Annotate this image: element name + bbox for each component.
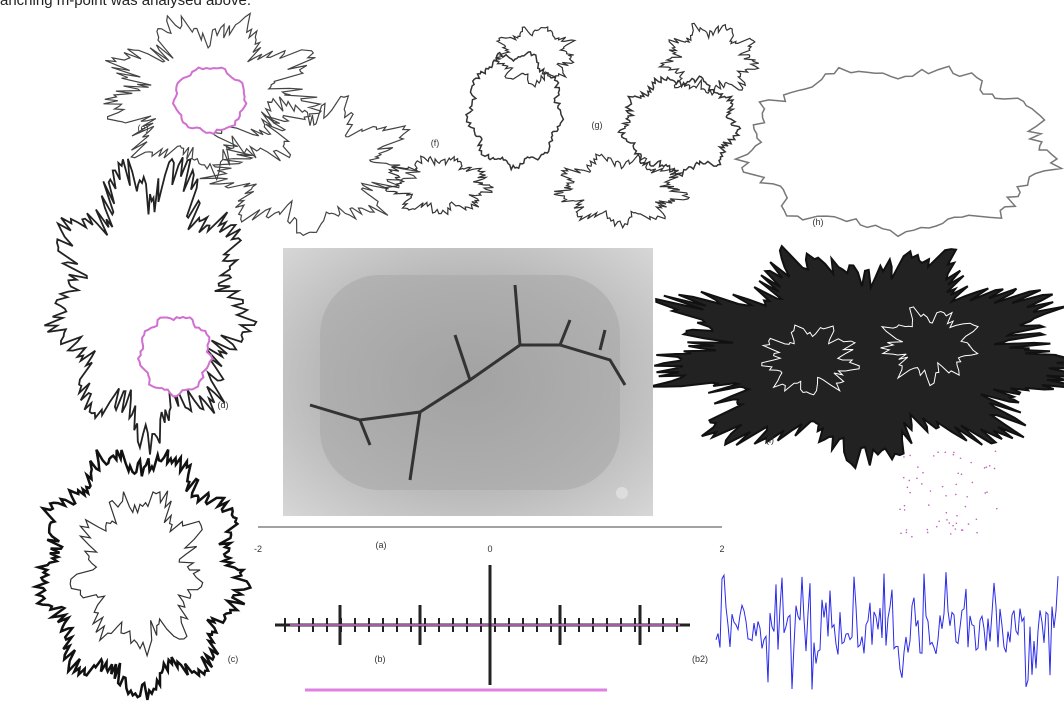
scatter-dot <box>956 522 958 524</box>
scatter-dot <box>930 490 932 492</box>
scatter-dot <box>900 533 902 535</box>
scatter-dot <box>927 532 929 534</box>
scatter-dot <box>952 525 954 527</box>
caption-fragment: anching m-point was analysed above. <box>0 0 251 9</box>
scatter-dot <box>906 532 908 534</box>
scatter-dot <box>917 466 919 468</box>
scatter-dot <box>927 529 929 531</box>
scatter-dot <box>903 456 905 458</box>
scatter-dot <box>928 504 930 506</box>
scatter-dot <box>994 468 996 470</box>
panel-label: (f) <box>431 138 440 148</box>
scatter-dot <box>911 536 913 538</box>
scatter-dot <box>957 472 959 474</box>
scatter-dot <box>946 512 948 514</box>
scatter-dot <box>903 477 905 479</box>
scatter-dot <box>921 483 923 485</box>
scatter-dot <box>945 495 947 497</box>
scatter-dot <box>916 478 918 480</box>
fractal-curve <box>660 23 759 95</box>
fractal-curve <box>35 450 250 700</box>
scatter-dot <box>972 482 974 484</box>
scatter-dot <box>970 462 972 464</box>
fractal-curve <box>173 68 246 134</box>
scatter-dot <box>996 508 998 510</box>
scatter-dot <box>976 518 978 520</box>
panel-label: (i) <box>766 435 774 445</box>
panel-label: (e) <box>138 123 149 133</box>
scatter-dot <box>968 523 970 525</box>
scatter-dot <box>962 529 964 531</box>
scatter-dot <box>909 455 911 457</box>
panel-label: (h) <box>813 217 824 227</box>
scatter-dot <box>965 506 967 508</box>
scatter-dot <box>937 451 939 453</box>
scatter-dot <box>908 480 910 482</box>
scatter-dot <box>948 522 950 524</box>
figure: anching m-point was analysed above. -2 0… <box>0 0 1064 707</box>
scatter-dot <box>944 452 946 454</box>
fractal-curve <box>466 52 563 170</box>
scatter-dot <box>946 519 948 521</box>
fractal-curve <box>650 246 1064 468</box>
panel-label: (d) <box>218 400 229 410</box>
signal <box>716 572 1058 689</box>
scatter-dot <box>933 455 935 457</box>
panel-label: (b2) <box>692 654 708 664</box>
scatter-dot <box>961 473 963 475</box>
axis-tick-label: -2 <box>254 544 262 554</box>
scatter-dot <box>984 492 986 494</box>
fractal-curve <box>138 317 212 396</box>
scatter-dot <box>984 467 986 469</box>
scatter-dot <box>907 487 909 489</box>
scatter-dot <box>986 491 988 493</box>
scatter-dot <box>955 494 957 496</box>
scatter-dot <box>906 529 908 531</box>
scatter-dot <box>995 450 997 452</box>
panel-label: (c) <box>228 654 239 664</box>
scatter-dot <box>909 492 911 494</box>
scatter-dot <box>989 465 991 467</box>
scatter-dot <box>904 509 906 511</box>
scatter-dot <box>966 496 968 498</box>
scatter-dot <box>955 484 957 486</box>
scatter-dot <box>904 505 906 507</box>
scatter-dot <box>956 515 958 517</box>
scatter-dot <box>936 526 938 528</box>
scatter-dot <box>922 472 924 474</box>
scatter-dot <box>976 532 978 534</box>
scatter-dot <box>899 508 901 510</box>
scatter-dot <box>953 452 955 454</box>
scatter-dot <box>960 457 962 459</box>
scatter-dot <box>953 454 955 456</box>
axis-tick-label: 0 <box>487 544 492 554</box>
scatter-dot <box>986 466 988 468</box>
fractal-curve <box>495 27 575 87</box>
scatter-dot <box>942 486 944 488</box>
fractal-curve <box>619 76 741 176</box>
panel-label: (g) <box>592 120 603 130</box>
panel-a-dot <box>616 487 628 499</box>
scatter-dot <box>950 533 952 535</box>
axis-tick-label: 2 <box>719 544 724 554</box>
panel-a-level <box>320 275 620 490</box>
panel-label: (a) <box>376 540 387 550</box>
scatter-dot <box>955 528 957 530</box>
fractal-curve <box>736 66 1062 236</box>
panel-label: (b) <box>375 654 386 664</box>
fractal-curve <box>386 156 494 214</box>
scatter-dot <box>938 521 940 523</box>
